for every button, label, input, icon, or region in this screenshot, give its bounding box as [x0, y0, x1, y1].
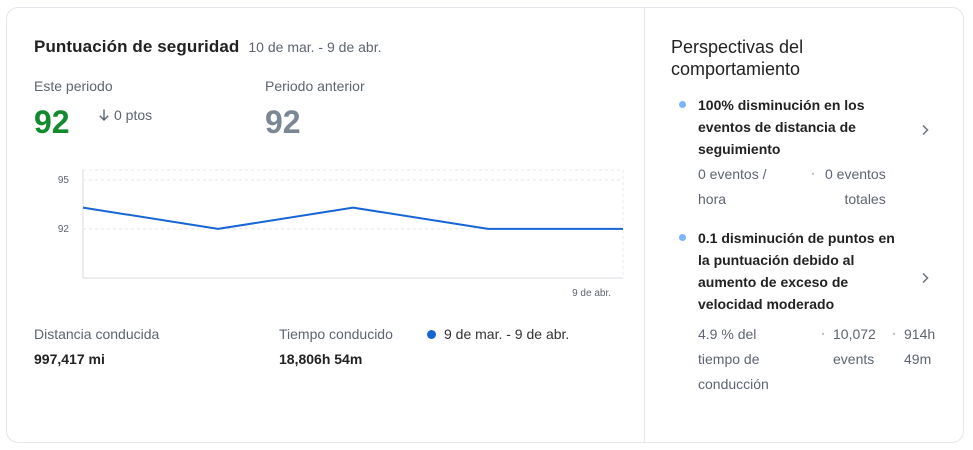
distance-value: 997,417 mi	[34, 351, 105, 367]
this-period-value: 92	[34, 104, 70, 140]
time-label: Tiempo conducido	[279, 326, 393, 342]
bullet-dot	[679, 101, 686, 108]
insight-title-line: velocidad moderado	[698, 296, 835, 312]
insight-title-line: seguimiento	[698, 141, 781, 157]
separator-dot: ·	[821, 326, 825, 340]
insights-panel: Perspectivas del comportamiento 100% dis…	[645, 8, 963, 442]
time-value: 18,806h 54m	[279, 351, 363, 367]
legend-label: 9 de mar. - 9 de abr.	[444, 326, 570, 342]
separator-dot: ·	[811, 166, 815, 180]
safety-score-card: Puntuación de seguridad 10 de mar. - 9 d…	[6, 7, 964, 443]
sub-line: 49m	[904, 351, 932, 367]
legend-dot	[427, 329, 436, 339]
sub-line: 0 eventos /	[698, 166, 767, 182]
chevron-right-icon[interactable]	[919, 124, 931, 136]
insight-title: 100% disminución en los eventos de dista…	[698, 94, 913, 160]
insight-title-line: la puntuación debido al	[698, 252, 855, 268]
date-range: 10 de mar. - 9 de abr.	[248, 39, 382, 55]
sub-line: conducción	[698, 376, 769, 392]
insight-title-line: 100% disminución en los	[698, 97, 865, 113]
sub-line: 914h	[904, 326, 936, 342]
series-line	[82, 206, 623, 230]
y-tick-label: 92	[58, 224, 70, 235]
score-line-chart: 95 92 9 de abr.	[58, 169, 624, 299]
insights-title-line: Perspectivas del	[671, 37, 804, 57]
sub-line: 0 eventos	[825, 166, 886, 182]
chevron-right-icon[interactable]	[919, 272, 931, 284]
distance-label: Distancia conducida	[34, 326, 160, 342]
separator-dot: ·	[892, 326, 896, 340]
insight-title: 0.1 disminución de puntos en la puntuaci…	[698, 227, 913, 315]
sub-line: 4.9 % del	[698, 326, 757, 342]
score-title: Puntuación de seguridad	[34, 37, 240, 56]
bullet-dot	[679, 234, 686, 241]
this-period-label: Este periodo	[34, 78, 113, 94]
insight-item-speeding[interactable]: 0.1 disminución de puntos en la puntuaci…	[671, 227, 951, 397]
chart-legend: 9 de mar. - 9 de abr.	[427, 326, 569, 342]
insight-time-percent: 4.9 % del tiempo de conducción	[698, 322, 769, 397]
arrow-down-icon	[99, 109, 109, 121]
previous-period-label: Periodo anterior	[265, 78, 365, 94]
sub-line: events	[833, 351, 875, 367]
insights-title: Perspectivas del comportamiento	[671, 36, 911, 80]
sub-line: totales	[844, 191, 886, 207]
previous-period-value: 92	[265, 104, 301, 140]
sub-line: 10,072	[833, 326, 876, 342]
score-header: Puntuación de seguridad 10 de mar. - 9 d…	[34, 37, 381, 57]
score-panel: Puntuación de seguridad 10 de mar. - 9 d…	[7, 8, 644, 442]
insight-duration: 914h 49m	[904, 322, 935, 372]
insights-title-line: comportamiento	[671, 59, 801, 79]
delta-label: 0 ptos	[114, 107, 153, 123]
insight-item-following-distance[interactable]: 100% disminución en los eventos de dista…	[671, 94, 951, 214]
insight-events-total: 0 eventos totales	[825, 162, 886, 212]
score-chart: 95 92 9 de abr.	[47, 160, 627, 300]
insight-title-line: 0.1 disminución de puntos en	[698, 230, 895, 246]
x-tick-label: 9 de abr.	[572, 288, 611, 299]
sub-line: hora	[698, 191, 727, 207]
insight-event-count: 10,072 events	[833, 322, 876, 372]
insight-title-line: aumento de exceso de	[698, 274, 849, 290]
panel-divider	[644, 8, 645, 442]
score-delta: 0 ptos	[97, 107, 152, 123]
insight-title-line: eventos de distancia de	[698, 119, 856, 135]
sub-line: tiempo de	[698, 351, 760, 367]
insight-events-per-hour: 0 eventos / hora	[698, 162, 767, 212]
y-tick-label: 95	[58, 175, 70, 186]
